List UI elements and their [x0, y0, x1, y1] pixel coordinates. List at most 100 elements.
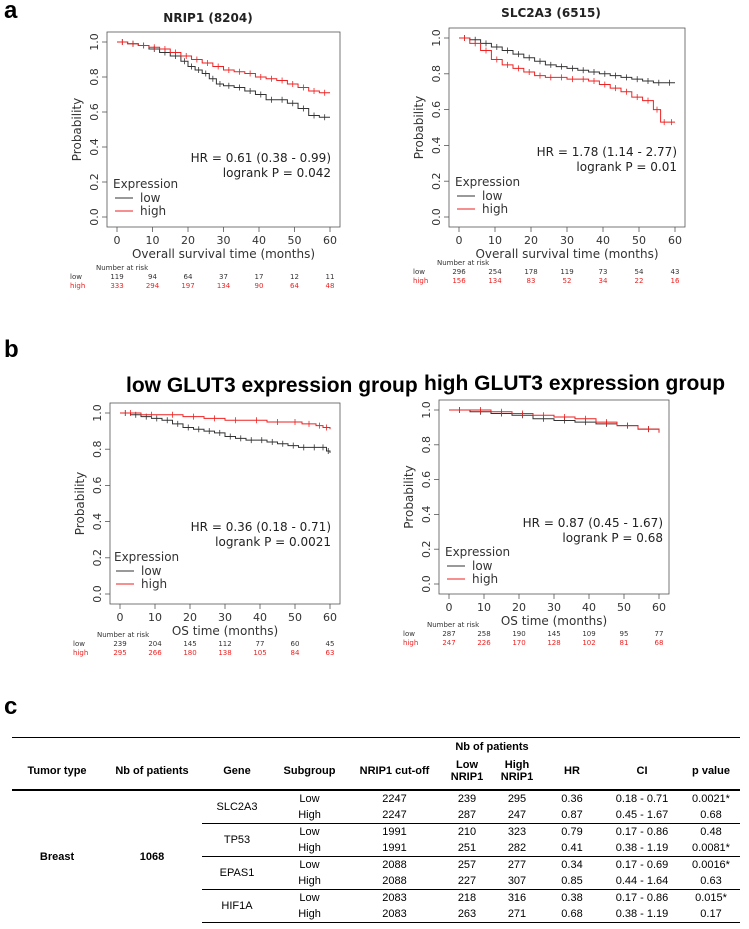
risk-value-low: 94	[148, 273, 157, 281]
risk-value-low: 119	[560, 268, 573, 276]
risk-header: Number at risk	[96, 264, 149, 272]
cell-subgroup: High	[272, 873, 347, 890]
risk-value-high: 84	[291, 649, 300, 657]
risk-value-low: 45	[326, 640, 335, 648]
risk-value-high: 197	[181, 282, 194, 290]
x-tick-label: 40	[582, 601, 596, 614]
risk-row-label-high: high	[73, 649, 88, 657]
table-row: EPAS1 Low 2088 257 277 0.34 0.17 - 0.69 0.0016*	[12, 856, 740, 890]
x-tick-label: 20	[512, 601, 526, 614]
x-axis-label: Overall survival time (months)	[132, 247, 315, 261]
y-axis-label: Probability	[73, 472, 87, 535]
y-tick-label: 0.8	[430, 65, 443, 83]
cell-cutoff: 2088	[347, 873, 442, 890]
col-high-nrip1: High NRIP1	[492, 753, 542, 791]
col-tumor-type: Tumor type	[12, 753, 102, 791]
risk-value-high: 134	[217, 282, 231, 290]
cell-subgroup: Low	[299, 826, 320, 838]
legend-title: Expression	[455, 175, 520, 189]
col-gene: Gene	[202, 753, 272, 791]
col-nb-patients: Nb of patients	[102, 753, 202, 791]
legend-label-high: high	[141, 577, 167, 591]
y-tick-label: 0.8	[420, 436, 433, 454]
hr-text: HR = 1.78 (1.14 - 2.77)	[537, 145, 677, 159]
x-tick-label: 10	[148, 611, 162, 624]
risk-value-low: 37	[219, 273, 228, 281]
cell-subgroup: Low	[299, 793, 320, 805]
risk-value-high: 156	[452, 277, 466, 285]
km-curve-high	[459, 37, 675, 123]
cell-cutoff: 2083	[382, 892, 407, 904]
x-tick-label: 40	[596, 234, 610, 247]
cell-ci: 0.44 - 1.64	[602, 873, 682, 890]
risk-value-high: 226	[477, 639, 491, 647]
risk-row-label-low: low	[70, 273, 82, 281]
legend-title: Expression	[445, 545, 510, 559]
x-tick-label: 10	[477, 601, 491, 614]
cell-cutoff: 1991	[382, 826, 407, 838]
legend-label-low: low	[472, 559, 493, 573]
risk-value-low: 11	[326, 273, 335, 281]
cell-high-nrip1: 271	[492, 906, 542, 923]
risk-value-high: 105	[253, 649, 266, 657]
cell-hr: 0.34	[561, 859, 583, 871]
cell-gene: HIF1A	[202, 889, 272, 923]
table-row: HIF1A Low 2083 218 316 0.38 0.17 - 0.86 0.015*	[12, 889, 740, 923]
risk-value-high: 294	[146, 282, 160, 290]
y-tick-label: 0.0	[420, 575, 433, 593]
col-subgroup: Subgroup	[272, 753, 347, 791]
x-tick-label: 0	[117, 611, 124, 624]
cell-ci: 0.17 - 0.69	[615, 859, 669, 871]
cell-cutoff: 2088	[382, 859, 407, 871]
y-tick-label: 0.4	[420, 506, 433, 524]
y-tick-label: 0.6	[420, 471, 433, 489]
cell-high-nrip1: 307	[492, 873, 542, 890]
y-axis-label: Probability	[70, 98, 84, 161]
x-tick-label: 60	[668, 234, 682, 247]
cell-nb-patients: 1068	[139, 850, 165, 863]
cell-ci: 0.17 - 0.86	[615, 892, 669, 904]
cell-low-nrip1: 239	[457, 793, 477, 805]
cell-hr: 0.87	[542, 807, 602, 824]
risk-value-low: 95	[620, 630, 629, 638]
risk-value-high: 68	[655, 639, 664, 647]
x-axis-label: OS time (months)	[501, 614, 607, 628]
cell-hr: 0.85	[542, 873, 602, 890]
risk-value-high: 34	[599, 277, 608, 285]
legend-label-high: high	[482, 202, 508, 216]
x-tick-label: 10	[146, 234, 160, 247]
cell-pvalue: 0.48	[700, 826, 722, 838]
risk-value-high: 102	[582, 639, 595, 647]
logrank-text: logrank P = 0.68	[562, 531, 663, 545]
risk-value-low: 145	[547, 630, 560, 638]
x-tick-label: 60	[323, 611, 337, 624]
y-tick-label: 0.2	[88, 173, 101, 191]
cell-cutoff: 2247	[382, 793, 407, 805]
risk-value-high: 83	[527, 277, 536, 285]
hr-text: HR = 0.87 (0.45 - 1.67)	[523, 516, 663, 530]
cell-pvalue: 0.015*	[695, 892, 727, 904]
cell-pvalue: 0.63	[682, 873, 740, 890]
risk-value-high: 48	[326, 282, 335, 290]
x-tick-label: 40	[252, 234, 266, 247]
cell-low-nrip1: 251	[442, 840, 492, 857]
x-tick-label: 0	[114, 234, 121, 247]
risk-value-low: 17	[255, 273, 264, 281]
risk-value-high: 16	[671, 277, 680, 285]
table-row: TP53 Low 1991 210 323 0.79 0.17 - 0.86 0.48	[12, 823, 740, 857]
cell-subgroup: Low	[299, 859, 320, 871]
risk-row-label-high: high	[403, 639, 418, 647]
table-header-nb-patients: Nb of patients	[442, 737, 542, 753]
hr-text: HR = 0.36 (0.18 - 0.71)	[191, 520, 331, 534]
col-ci: CI	[602, 753, 682, 791]
logrank-text: logrank P = 0.042	[223, 166, 331, 180]
risk-value-high: 170	[512, 639, 525, 647]
x-tick-label: 20	[181, 234, 195, 247]
cell-pvalue: 0.17	[682, 906, 740, 923]
cell-ci: 0.38 - 1.19	[602, 906, 682, 923]
risk-value-high: 180	[183, 649, 196, 657]
cell-high-nrip1: 277	[507, 859, 527, 871]
y-tick-label: 0.0	[88, 208, 101, 226]
cell-subgroup: High	[272, 807, 347, 824]
